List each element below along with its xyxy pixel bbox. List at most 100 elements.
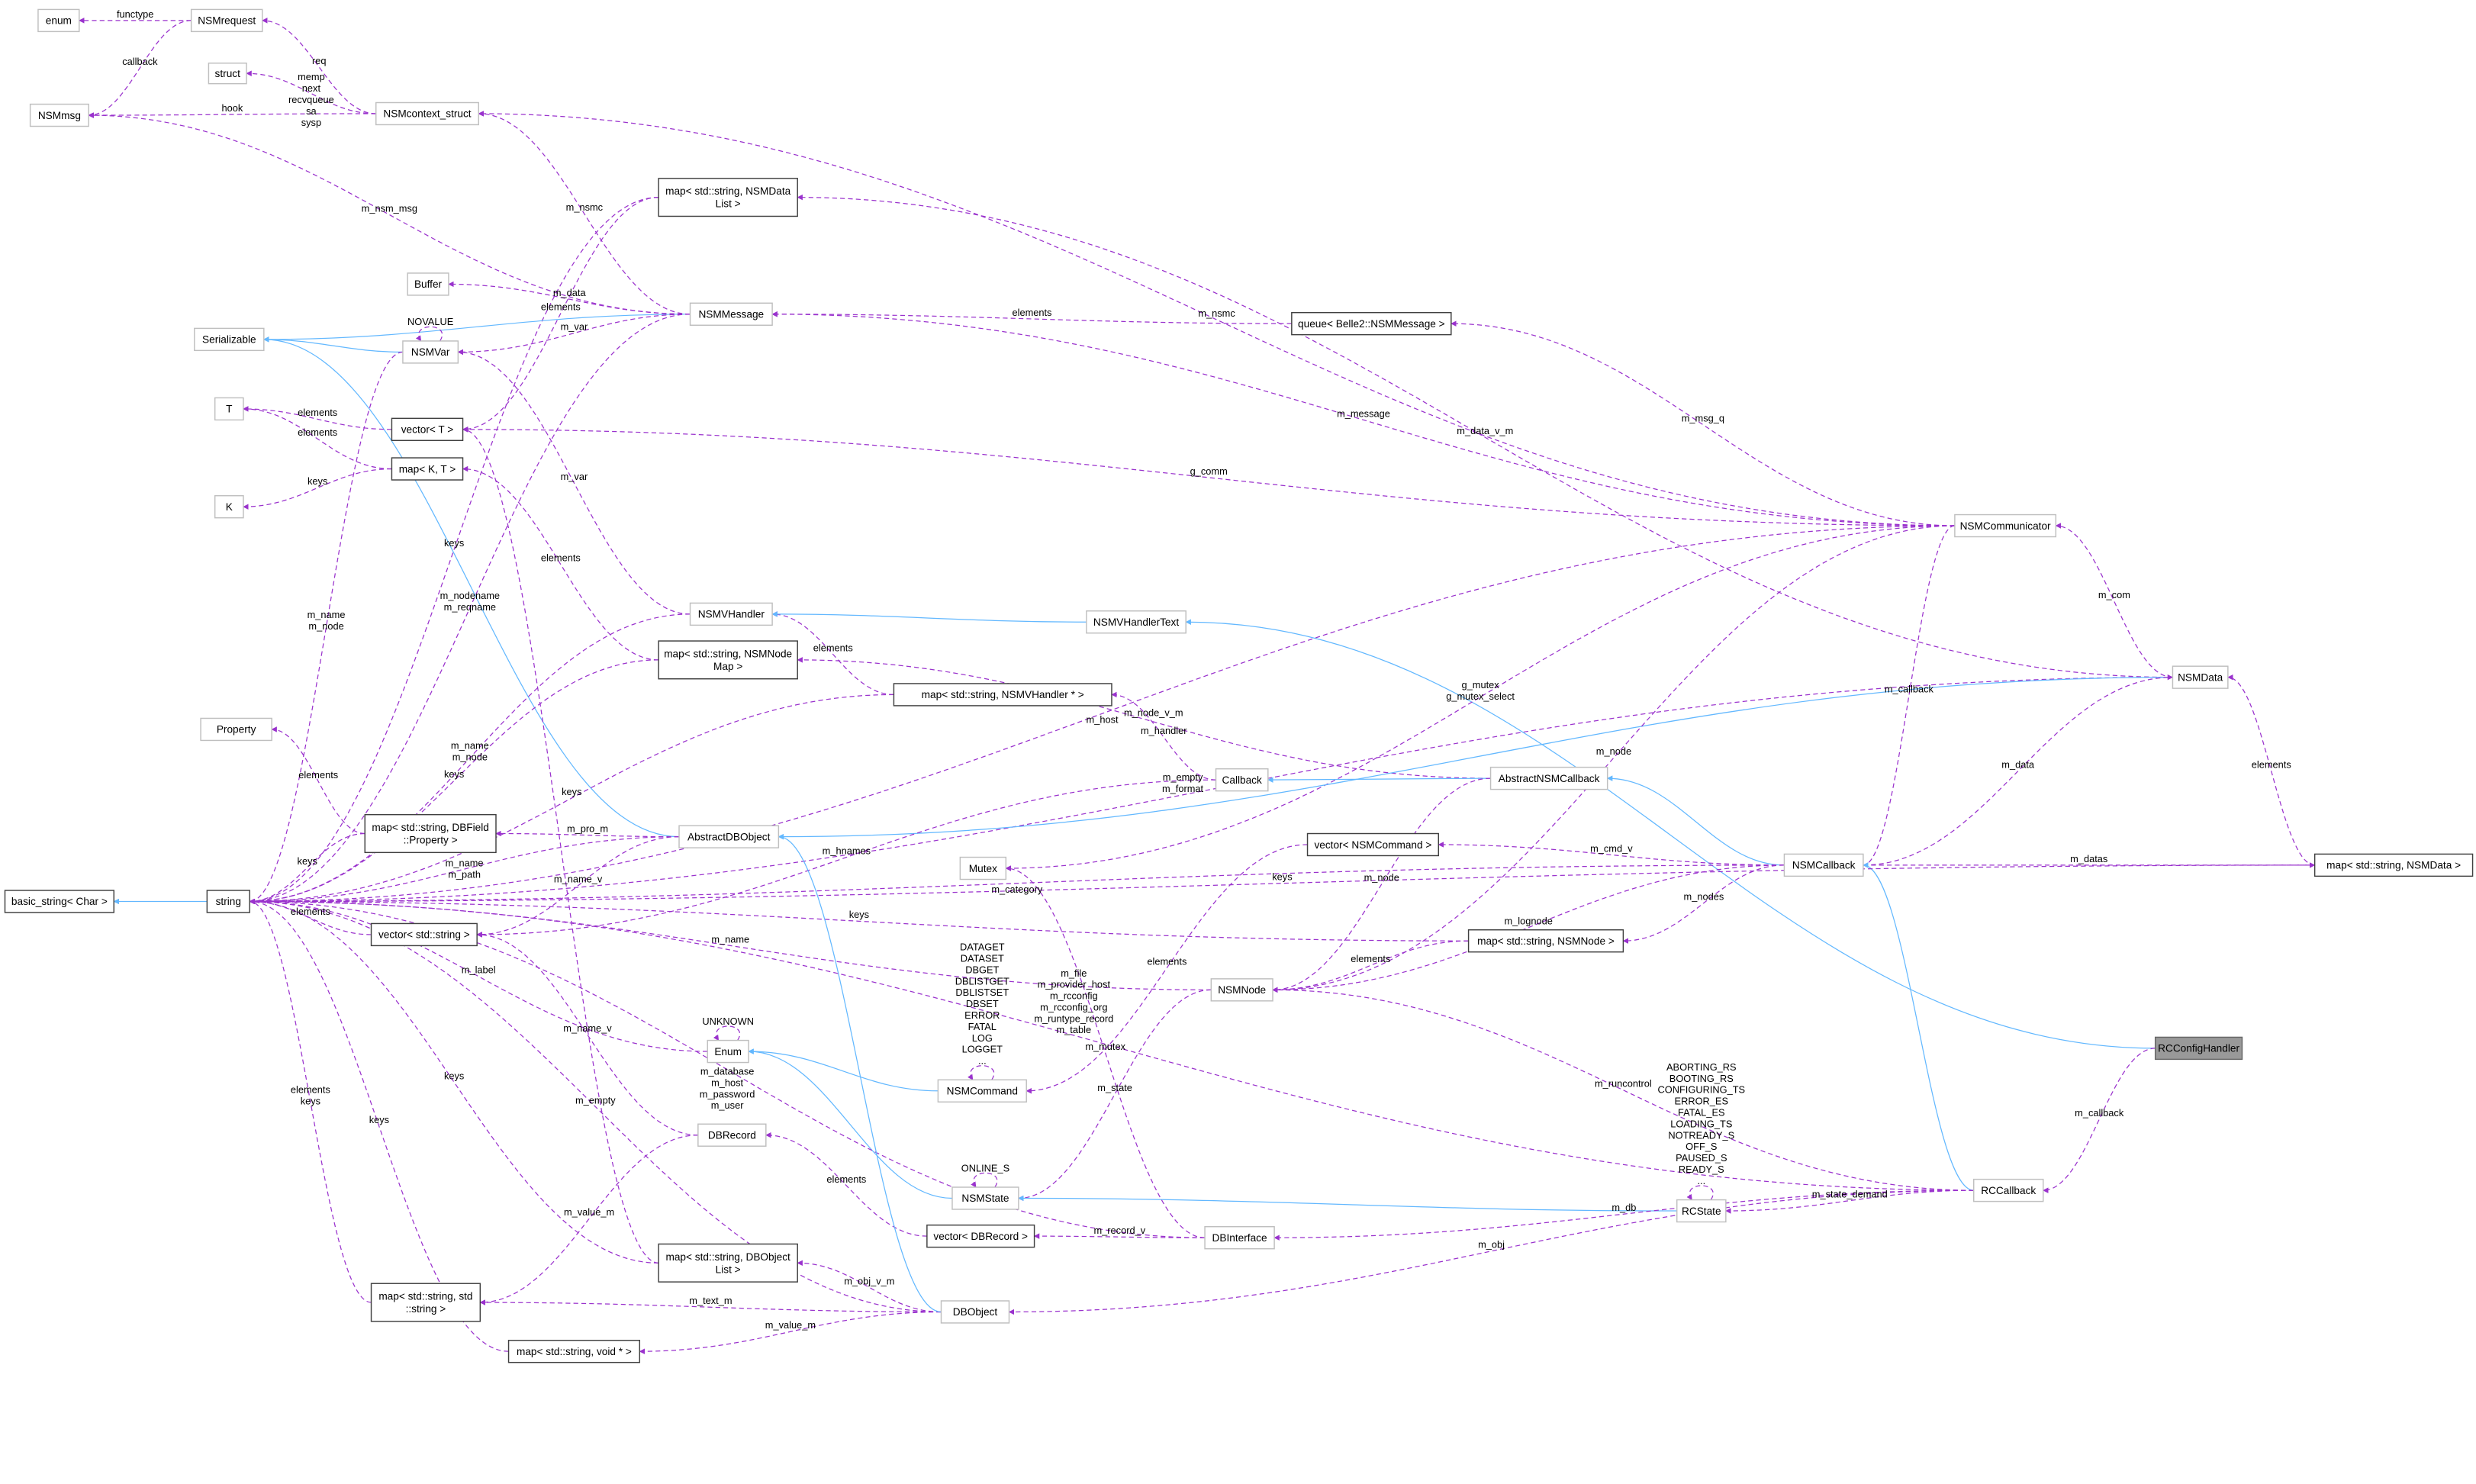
- class-node-nsmvhandlertext[interactable]: NSMVHandlerText: [1086, 610, 1186, 634]
- usage-arrow: [262, 18, 376, 114]
- usage-arrow: [797, 1260, 942, 1313]
- edge-label-nsmcommunicator-to-queue: m_msg_q: [1682, 412, 1724, 423]
- edge-vectort-to-t: [243, 406, 392, 430]
- inheritance-arrow: [263, 336, 403, 353]
- edge-label: elements: [541, 301, 581, 313]
- inheritance-arrow: [1606, 775, 1785, 866]
- node-label: NSMMessage: [698, 309, 764, 320]
- class-node-nsmcommand[interactable]: NSMCommand: [937, 1079, 1027, 1103]
- edge-rccallback-to-string: [249, 898, 1974, 1191]
- node-label: struct: [215, 68, 241, 79]
- node-box: [1215, 768, 1269, 792]
- class-node-struct[interactable]: struct: [208, 63, 247, 85]
- class-node-nsmcontext-struct[interactable]: NSMcontext_struct: [375, 101, 479, 126]
- class-node-vectordbrecord[interactable]: vector< DBRecord >: [926, 1224, 1035, 1248]
- edge-label: m_name: [451, 740, 489, 752]
- edge-label: elements: [298, 407, 337, 418]
- class-node-mapnsmvhandler[interactable]: map< std::string, NSMVHandler * >: [893, 683, 1112, 707]
- edge-label-nsmcommand-to-nsmcommand: DATAGETDATASETDBGETDBLISTGETDBLISTSETDBS…: [955, 942, 1009, 1067]
- edge-label: m_message: [1337, 407, 1390, 419]
- class-node-mapkt[interactable]: map< K, T >: [391, 457, 464, 481]
- edge-label: ERROR: [964, 1009, 1000, 1021]
- class-node-nsmnode[interactable]: NSMNode: [1210, 978, 1273, 1002]
- edge-label: keys: [562, 786, 581, 797]
- class-node-buffer[interactable]: Buffer: [407, 272, 449, 296]
- class-node-nsmrequest[interactable]: NSMrequest: [190, 8, 263, 33]
- edge-dbobject-to-mapdbobjectlist: [797, 1260, 942, 1313]
- usage-arrow: [249, 898, 372, 935]
- usage-arrow: [2055, 523, 2173, 678]
- edge-label-dbrecord-to-mapstringstring: m_value_m: [564, 1206, 614, 1218]
- class-node-vectorstring[interactable]: vector< std::string >: [370, 922, 478, 947]
- class-node-nsmmsg[interactable]: NSMmsg: [29, 103, 89, 127]
- edge-label: m_handler: [1141, 725, 1187, 736]
- class-node-dbobject[interactable]: DBObject: [940, 1300, 1010, 1324]
- usage-arrow: [1272, 525, 1955, 993]
- node-box: [29, 103, 89, 127]
- class-node-serializable[interactable]: Serializable: [194, 327, 265, 352]
- usage-arrow: [478, 111, 691, 315]
- class-node-mutex[interactable]: Mutex: [959, 856, 1007, 880]
- edge-label: m_empty: [1163, 771, 1203, 783]
- edge-label-nsmmessage-to-nsmcontext-struct: m_nsmc: [566, 201, 604, 213]
- class-node-callback[interactable]: Callback: [1215, 768, 1269, 792]
- class-node-rcstate[interactable]: RCState: [1676, 1199, 1727, 1223]
- class-node-vectornsmcommand[interactable]: vector< NSMCommand >: [1306, 832, 1440, 857]
- class-node-nsmstate[interactable]: NSMState: [951, 1186, 1019, 1210]
- class-node-vectort[interactable]: vector< T >: [391, 417, 464, 442]
- class-node-mapvoid[interactable]: map< std::string, void * >: [507, 1339, 641, 1363]
- node-box: [194, 327, 265, 352]
- node-label: DBRecord: [708, 1129, 756, 1141]
- edge-label: keys: [298, 855, 317, 867]
- class-node-rcconfighandler[interactable]: RCConfigHandler: [2154, 1036, 2243, 1061]
- usage-arrow: [249, 694, 894, 905]
- class-node-mapdbfield[interactable]: map< std::string, DBField::Property >: [364, 813, 497, 854]
- class-node-basic-string[interactable]: basic_string< Char >: [4, 890, 114, 913]
- edge-label: elements: [813, 642, 853, 654]
- class-node-enum[interactable]: Enum: [707, 1039, 749, 1064]
- edge-label: LOG: [972, 1032, 993, 1044]
- class-node-property[interactable]: Property: [200, 717, 272, 742]
- class-node-nsmmessage[interactable]: NSMMessage: [689, 302, 773, 326]
- class-node-k[interactable]: K: [214, 494, 244, 519]
- class-node-dbinterface[interactable]: DBInterface: [1204, 1226, 1275, 1250]
- inheritance-arrow: [778, 677, 2173, 840]
- class-node-enum[interactable]: enum: [37, 8, 80, 33]
- edge-nsmcommand-to-enum: [748, 1048, 939, 1092]
- class-node-nsmvar[interactable]: NSMVar: [402, 340, 459, 364]
- edge-enum-to-string: [249, 898, 708, 1052]
- node-box: [689, 302, 773, 326]
- edge-queue-to-nsmmessage: [771, 311, 1292, 324]
- class-node-mapnsmdata[interactable]: map< std::string, NSMData >: [2313, 853, 2474, 877]
- class-node-t[interactable]: T: [214, 397, 244, 421]
- edge-label-dbobject-to-string: m_empty: [575, 1094, 616, 1106]
- class-node-mapstringstring[interactable]: map< std::string, std::string >: [370, 1283, 481, 1322]
- class-node-dbrecord[interactable]: DBRecord: [697, 1123, 767, 1147]
- inheritance-arrow: [1018, 1195, 1677, 1212]
- node-box: [402, 340, 459, 364]
- class-node-nsmdata[interactable]: NSMData: [2172, 665, 2229, 689]
- class-node-rccallback[interactable]: RCCallback: [1972, 1178, 2044, 1202]
- class-node-string[interactable]: string: [206, 890, 250, 913]
- edge-label: keys: [444, 537, 464, 549]
- class-node-nsmvhandler[interactable]: NSMVHandler: [689, 602, 773, 626]
- edge-label: elements: [1012, 307, 1051, 318]
- class-node-nsmcommunicator[interactable]: NSMCommunicator: [1954, 513, 2057, 538]
- class-node-mapnsmnode[interactable]: map< std::string, NSMNode >: [1467, 929, 1624, 953]
- node-box: [364, 813, 497, 854]
- edge-label-nsmcommunicator-to-vectort: g_comm: [1190, 465, 1228, 477]
- usage-arrow: [249, 613, 691, 905]
- edge-label-nsmmessage-to-buffer: m_data: [553, 287, 587, 298]
- node-box: [1306, 832, 1440, 857]
- class-node-nsmcallback[interactable]: NSMCallback: [1783, 853, 1864, 877]
- usage-arrow: [249, 864, 2315, 905]
- class-node-queue[interactable]: queue< Belle2::NSMMessage >: [1291, 311, 1452, 336]
- class-node-abstractnsmcallback[interactable]: AbstractNSMCallback: [1489, 766, 1608, 790]
- node-label: Mutex: [969, 863, 997, 874]
- class-node-abstractdbobject[interactable]: AbstractDBObject: [678, 825, 780, 848]
- edge-label: DATAGET: [960, 942, 1005, 953]
